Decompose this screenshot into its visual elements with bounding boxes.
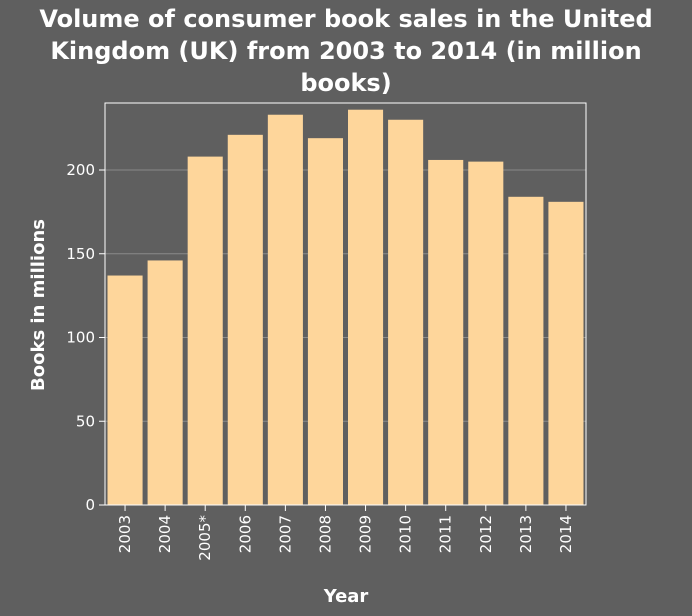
- bar-2003: [107, 275, 143, 505]
- x-tick-label: 2006: [236, 515, 254, 553]
- bar-2007: [267, 114, 303, 505]
- x-tick-label: 2007: [276, 515, 294, 553]
- y-axis-title: Books in millions: [28, 219, 49, 391]
- axes: [99, 102, 587, 511]
- x-tick-label: 2009: [357, 515, 375, 553]
- y-tick-label: 150: [66, 245, 95, 263]
- x-tick-label: 2012: [477, 515, 495, 553]
- gridlines: [105, 169, 586, 422]
- bar-2009: [348, 109, 384, 505]
- y-tick-label: 200: [66, 161, 95, 179]
- bar-2008: [307, 138, 343, 506]
- x-tick-label: 2013: [517, 515, 535, 553]
- x-axis-title: Year: [323, 586, 369, 607]
- x-tick-label: 2003: [116, 515, 134, 553]
- chart-title-line-2: Kingdom (UK) from 2003 to 2014 (in milli…: [50, 37, 641, 65]
- y-tick-label: 50: [76, 412, 95, 430]
- chart-title-line-3: books): [300, 69, 391, 97]
- x-tick-label: 2005*: [196, 515, 214, 561]
- x-tick-labels: 2003 2004 2005* 2006 2007 2008 2009 2010 2011 201…: [116, 515, 575, 561]
- x-tick-label: 2008: [316, 515, 334, 553]
- bar-2005*: [187, 156, 223, 505]
- bar-2006: [227, 134, 263, 505]
- bar-2013: [508, 196, 544, 506]
- bar-2014: [548, 201, 584, 505]
- chart-title-line-1: Volume of consumer book sales in the Uni…: [39, 5, 652, 33]
- bar-2004: [147, 260, 183, 505]
- plot-frame: [104, 102, 587, 506]
- bar-2011: [428, 159, 464, 505]
- y-tick-labels: 0 50 100 150 200: [66, 161, 95, 514]
- bar-2010: [388, 119, 424, 505]
- bar-2012: [468, 161, 504, 505]
- x-tick-label: 2011: [437, 515, 455, 553]
- x-tick-label: 2004: [156, 515, 174, 553]
- x-tick-label: 2010: [397, 515, 415, 553]
- y-tick-label: 0: [85, 496, 95, 514]
- y-tick-label: 100: [66, 329, 95, 347]
- bars: [107, 109, 584, 506]
- x-tick-label: 2014: [557, 515, 575, 553]
